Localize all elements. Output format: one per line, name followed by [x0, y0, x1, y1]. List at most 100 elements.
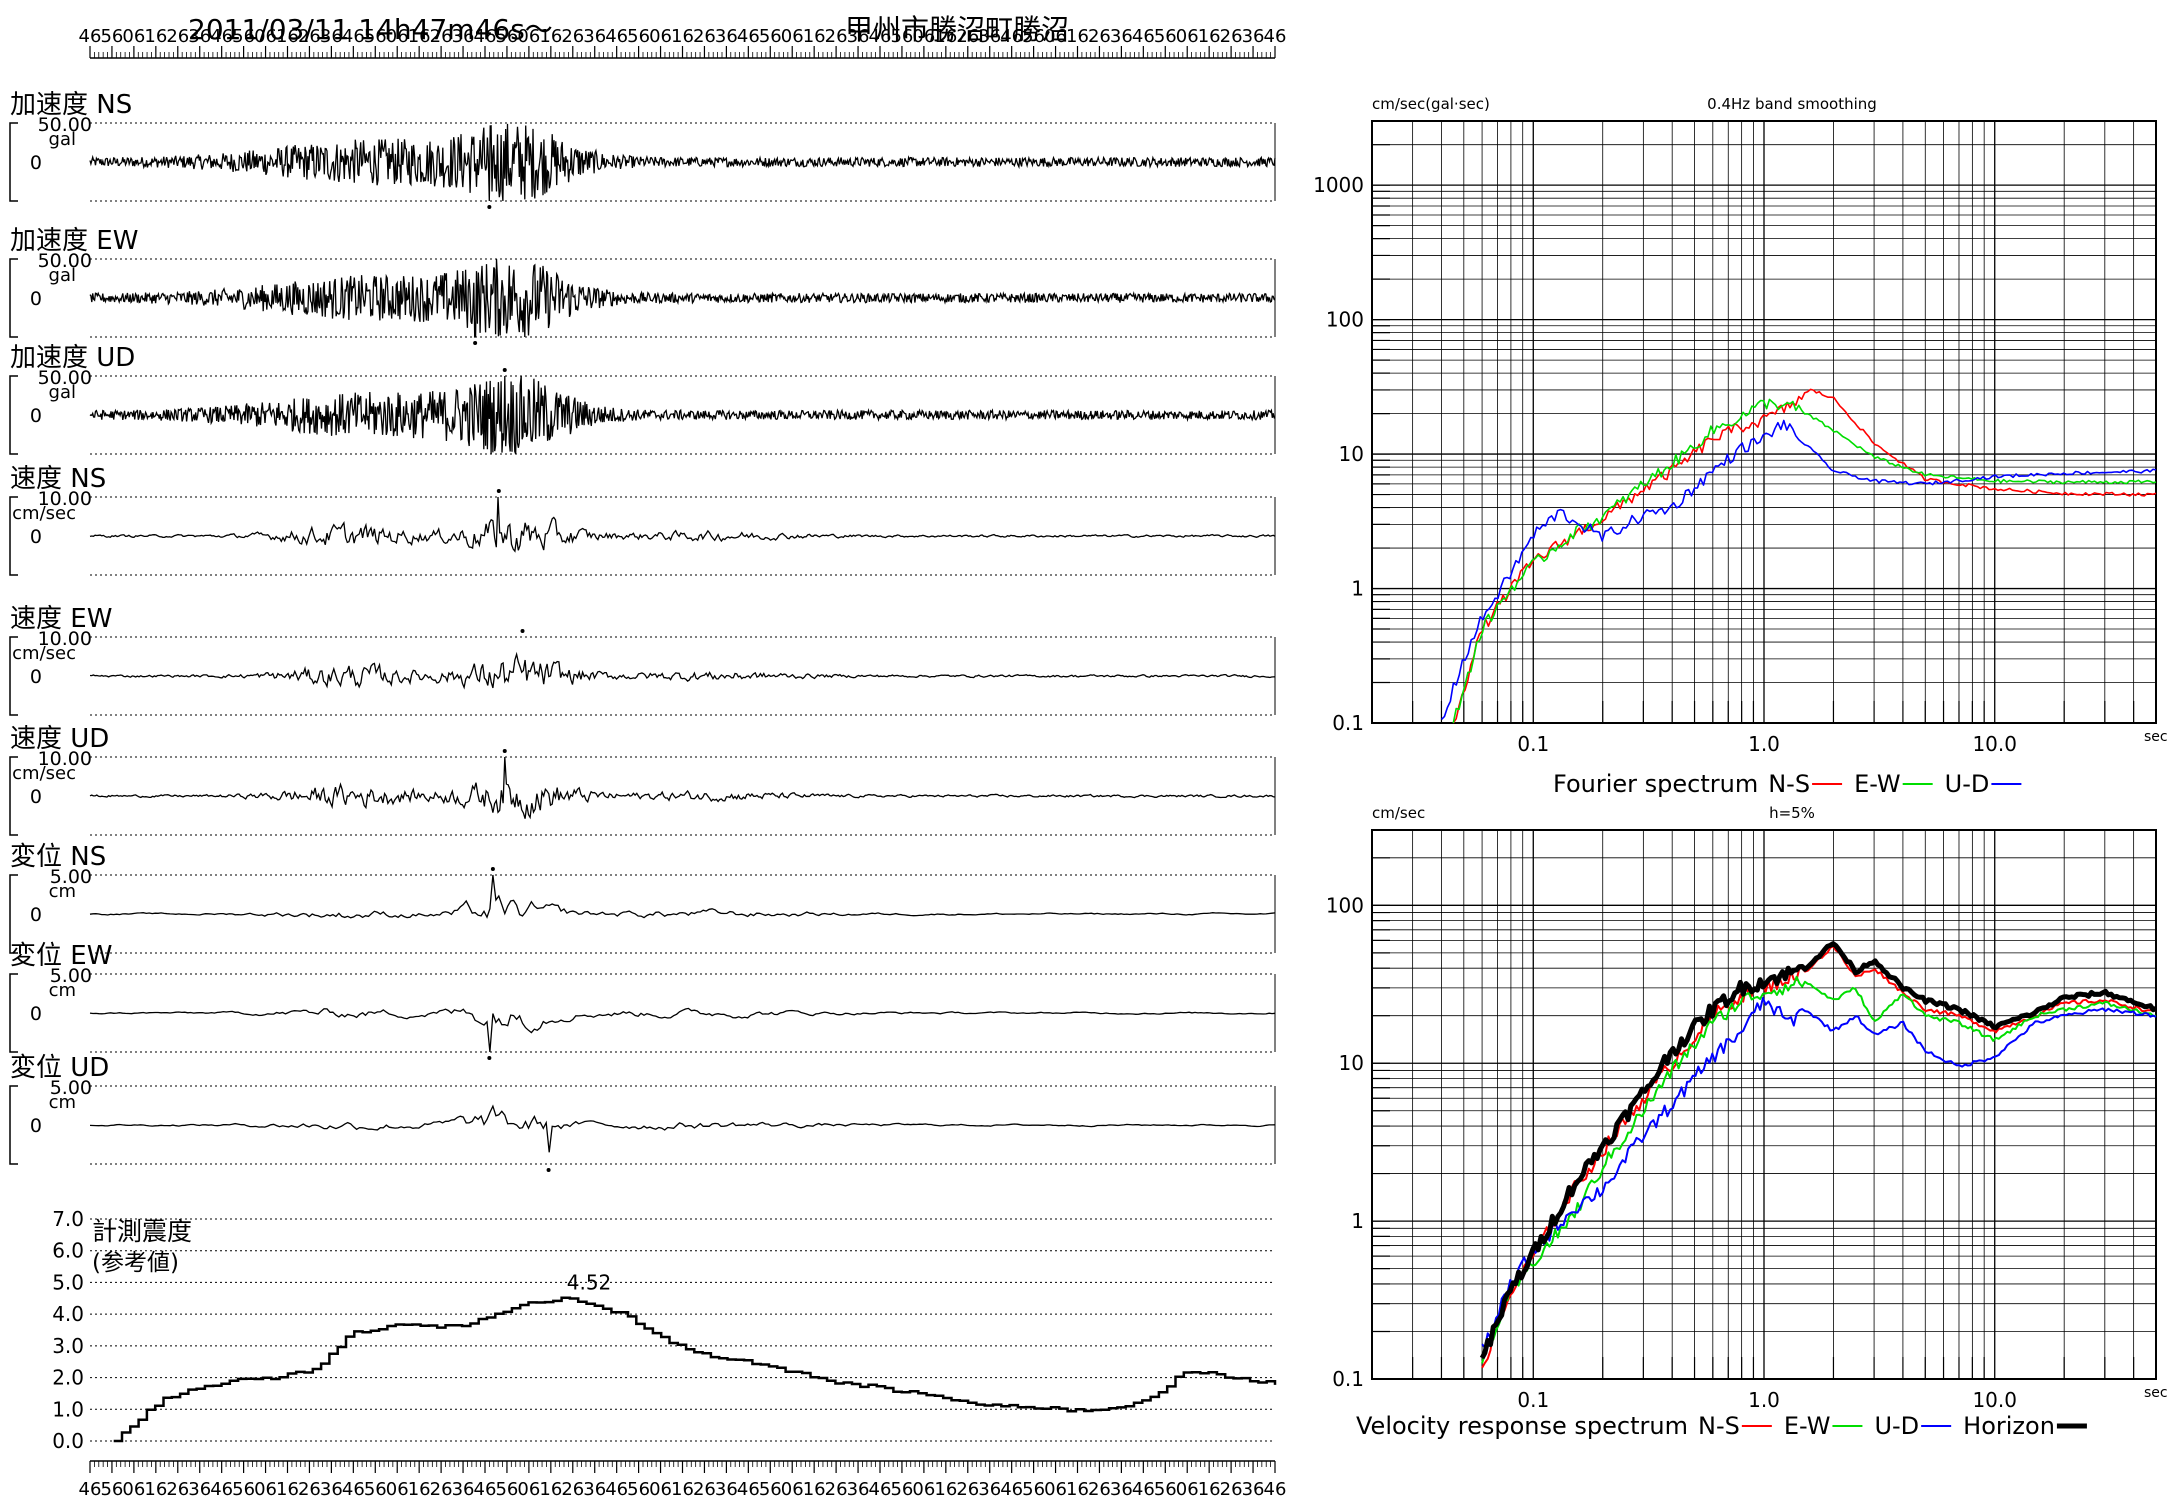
time-tick-label: 26: [956, 1479, 979, 1500]
time-axis-bottom: 46 56 06 16 26 36 46 56 06 16 26 36 46 56 06 16 26 36 46 56…: [79, 1460, 1286, 1500]
scale-value: 50.00: [38, 367, 92, 389]
time-tick-label: 06: [517, 26, 540, 47]
scale-value: 5.00: [50, 965, 92, 987]
x-axis-unit: sec: [2144, 729, 2168, 745]
time-tick-label: 56: [1154, 1479, 1177, 1500]
time-tick-label: 46: [737, 1479, 760, 1500]
time-tick-label: 46: [737, 26, 760, 47]
time-tick-label: 06: [254, 1479, 277, 1500]
waveform-trace: [89, 258, 1276, 338]
zero-label: 0: [30, 1115, 42, 1137]
time-tick-label: 36: [715, 26, 738, 47]
zero-label: 0: [30, 526, 42, 548]
time-tick-label: 36: [978, 1479, 1001, 1500]
time-tick-label: 26: [1220, 26, 1243, 47]
series-line-n-s: [1481, 945, 2157, 1369]
scale-bracket: [9, 756, 18, 836]
time-tick-label: 56: [495, 26, 518, 47]
scale-unit: cm: [49, 881, 76, 902]
time-tick-label: 56: [100, 1479, 123, 1500]
time-tick-label: 16: [934, 26, 957, 47]
time-tick-label: 26: [825, 1479, 848, 1500]
intensity-sublabel: (参考値): [92, 1250, 179, 1276]
legend: Fourier spectrum N-S E-W U-D: [1553, 770, 2022, 798]
time-tick-label: 56: [232, 26, 255, 47]
scale-value: 5.00: [50, 866, 92, 888]
time-tick-label: 16: [144, 26, 167, 47]
waveform-label: 加速度 EW: [10, 226, 138, 256]
time-axis-top: 46 56 06 16 26 36 46 56 06 16 26 36 46 56 06 16 26 36 46 56…: [79, 26, 1286, 59]
time-tick-label: 06: [122, 26, 145, 47]
time-tick-label: 56: [627, 26, 650, 47]
time-tick-label: 16: [1066, 26, 1089, 47]
time-tick-label: 56: [1022, 1479, 1045, 1500]
x-tick-label: 10.0: [1972, 732, 2017, 756]
x-axis-unit: sec: [2144, 1385, 2168, 1401]
scale-value: 50.00: [38, 250, 92, 272]
scale-bracket: [9, 1085, 18, 1165]
peak-marker: [473, 341, 478, 345]
time-tick-label: 16: [803, 1479, 826, 1500]
scale-unit: cm/sec: [12, 503, 76, 524]
intensity-tick-label: 7.0: [52, 1207, 84, 1231]
time-tick-label: 36: [583, 26, 606, 47]
time-tick-label: 46: [1000, 26, 1023, 47]
legend-label: E-W: [1784, 1412, 1831, 1440]
x-tick-label: 10.0: [1972, 1388, 2017, 1412]
legend-label: U-D: [1945, 770, 1990, 798]
waveform-trace: [89, 874, 1276, 919]
waveform-label: 速度 UD: [10, 724, 109, 754]
time-tick-label: 56: [364, 1479, 387, 1500]
series-line-horizon: [1479, 941, 2158, 1360]
waveform-trace: [89, 123, 1276, 202]
scale-bracket: [9, 375, 18, 455]
time-tick-label: 46: [210, 1479, 233, 1500]
station-name: 甲州市勝沼町勝沼: [845, 13, 1070, 46]
record-datetime: 2011/03/11 14h47m46s〜: [188, 13, 553, 46]
peak-marker: [487, 205, 492, 209]
waveform-label: 加速度 UD: [10, 343, 135, 373]
time-tick-label: 16: [539, 26, 562, 47]
time-tick-label: 56: [495, 1479, 518, 1500]
intensity-tick-label: 2.0: [52, 1366, 84, 1390]
time-tick-label: 56: [1022, 26, 1045, 47]
time-tick-label: 16: [539, 1479, 562, 1500]
time-tick-label: 06: [649, 26, 672, 47]
series-line-e-w: [1481, 975, 2157, 1364]
time-tick-label: 06: [386, 26, 409, 47]
y-axis-unit: cm/sec: [1372, 804, 1425, 822]
peak-marker: [490, 867, 495, 871]
scale-value: 10.00: [38, 748, 92, 770]
zero-label: 0: [30, 152, 42, 174]
time-tick-label: 36: [188, 26, 211, 47]
time-tick-label: 46: [1132, 1479, 1155, 1500]
intensity-tick-label: 1.0: [52, 1397, 84, 1421]
intensity-tick-label: 6.0: [52, 1239, 84, 1263]
time-tick-label: 26: [430, 26, 453, 47]
time-tick-label: 36: [583, 1479, 606, 1500]
time-tick-label: 56: [1154, 26, 1177, 47]
time-tick-label: 36: [452, 26, 475, 47]
x-tick-label: 1.0: [1748, 732, 1780, 756]
time-tick-label: 36: [188, 1479, 211, 1500]
time-tick-label: 46: [1132, 26, 1155, 47]
time-tick-label: 06: [912, 26, 935, 47]
scale-unit: cm/sec: [12, 643, 76, 664]
time-tick-label: 06: [386, 1479, 409, 1500]
scale-bracket: [9, 636, 18, 716]
legend-label: N-S: [1768, 770, 1810, 798]
time-tick-label: 26: [561, 26, 584, 47]
time-tick-label: 56: [890, 26, 913, 47]
time-tick-label: 56: [890, 1479, 913, 1500]
scale-value: 10.00: [38, 628, 92, 650]
series-line-u-d: [1440, 419, 2157, 720]
intensity-tick-label: 4.0: [52, 1302, 84, 1326]
time-tick-label: 06: [1044, 26, 1067, 47]
time-tick-label: 16: [1198, 1479, 1221, 1500]
time-tick-label: 36: [452, 1479, 475, 1500]
